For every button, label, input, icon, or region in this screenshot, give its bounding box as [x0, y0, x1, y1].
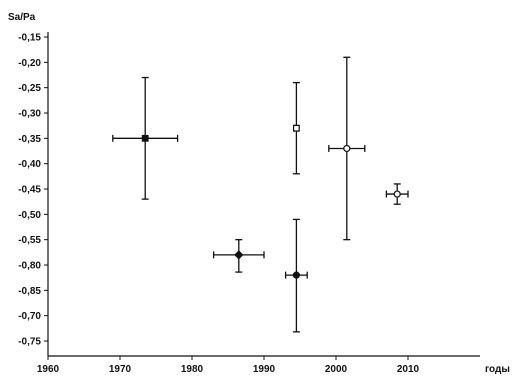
data-point [112, 76, 179, 200]
point-marker [292, 271, 300, 279]
data-point [292, 81, 300, 175]
x-axis-title: годы [485, 364, 510, 375]
data-point [328, 56, 366, 241]
y-tick-label: -0,40 [18, 159, 41, 170]
x-tick-label: 2000 [325, 364, 348, 375]
x-tick-label: 1990 [253, 364, 276, 375]
point-marker [293, 124, 300, 132]
data-points [112, 56, 409, 333]
data-point [212, 239, 265, 273]
data-point [385, 183, 409, 205]
y-tick-label: -0,75 [18, 337, 41, 348]
y-tick-label: -0,85 [18, 286, 41, 297]
y-tick-label: -0,20 [18, 58, 41, 69]
y-tick-label: -0,80 [18, 261, 41, 272]
point-marker [141, 134, 149, 142]
y-tick-label: -0,15 [18, 33, 41, 44]
x-tick-label: 1970 [109, 364, 132, 375]
y-tick-label: -0,50 [18, 210, 41, 221]
y-axis-title: Sa/Pa [8, 12, 36, 23]
point-marker [234, 250, 244, 260]
x-tick-label: 1960 [37, 364, 60, 375]
x-ticks: 1960 1970 1980 1990 2000 2010 [37, 356, 420, 375]
data-point [284, 218, 308, 333]
x-tick-label: 1980 [181, 364, 204, 375]
point-marker [393, 190, 401, 198]
y-tick-label: -0,55 [18, 235, 41, 246]
y-tick-label: -0,25 [18, 83, 41, 94]
y-tick-label: -0,35 [18, 134, 41, 145]
y-tick-label: -0,45 [18, 185, 41, 196]
point-marker [343, 144, 351, 153]
y-tick-label: -0,30 [18, 109, 41, 120]
x-tick-label: 2010 [397, 364, 420, 375]
y-ticks: -0,15 -0,20 -0,25 -0,30 -0,35 -0,40 -0,45 -0,50… [18, 33, 48, 348]
y-tick-label: -0,70 [18, 311, 41, 322]
